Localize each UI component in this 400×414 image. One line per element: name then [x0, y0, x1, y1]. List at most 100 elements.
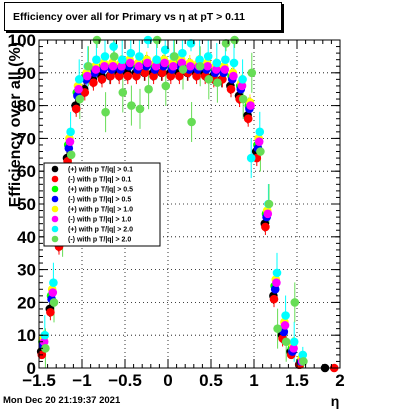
data-point: [91, 65, 101, 74]
data-point: [100, 61, 109, 71]
legend-marker: [51, 195, 59, 203]
data-point: [192, 71, 201, 81]
y-tick-label: 20: [17, 293, 36, 312]
data-point: [247, 68, 257, 78]
data-point: [263, 209, 273, 219]
data-point: [71, 104, 81, 114]
data-point: [195, 61, 205, 71]
y-axis-label: Efficiency over all (%): [7, 42, 24, 207]
data-point: [74, 75, 84, 84]
y-tick-label: 10: [17, 326, 36, 345]
data-point: [203, 52, 213, 61]
data-point: [118, 88, 128, 97]
data-point: [46, 307, 55, 317]
data-point: [256, 147, 265, 156]
data-point: [92, 55, 101, 64]
legend-marker: [51, 175, 59, 183]
data-point: [255, 127, 265, 137]
data-point: [66, 127, 75, 137]
data-point: [204, 75, 214, 84]
x-tick-label: 0: [163, 371, 172, 390]
data-point: [109, 42, 118, 51]
data-point: [270, 284, 280, 294]
data-point: [170, 52, 179, 61]
data-point: [238, 75, 247, 84]
data-point: [39, 337, 49, 347]
data-point: [289, 337, 299, 347]
data-point: [66, 150, 76, 160]
data-point: [65, 137, 75, 146]
y-tick-label: 100: [8, 31, 36, 50]
data-point: [135, 52, 144, 61]
x-tick-label: 0.5: [199, 371, 223, 390]
x-tick-label: 2: [335, 371, 344, 390]
data-point: [48, 288, 58, 297]
data-point: [168, 61, 178, 71]
data-point: [108, 61, 118, 71]
x-tick-label: −0.5: [108, 371, 142, 390]
legend-label: (-) with p T/|q| > 2.0: [68, 237, 131, 244]
data-point: [143, 58, 152, 68]
data-point: [220, 65, 230, 74]
data-point: [243, 114, 253, 124]
x-tick-label: −1: [72, 371, 91, 390]
legend-marker: [51, 215, 59, 223]
data-point: [298, 350, 308, 360]
data-point: [186, 61, 195, 71]
data-point: [166, 71, 176, 81]
legend-label: (-) with p T/|q| > 0.5: [68, 197, 131, 204]
axis-ticks: [38, 39, 341, 369]
y-tick-label: 40: [17, 228, 36, 247]
data-point: [212, 58, 222, 68]
legend-box: [43, 162, 161, 247]
data-point: [237, 81, 247, 91]
legend-label: (+) with p T/|q| > 0.5: [68, 187, 133, 194]
data-point: [272, 278, 281, 288]
y-tick-label: 80: [17, 97, 36, 116]
data-point: [151, 61, 161, 71]
legend-marker: [51, 185, 59, 193]
data-point: [132, 71, 141, 81]
y-tick-label: 50: [17, 195, 36, 214]
data-point: [280, 321, 290, 330]
data-point: [109, 52, 119, 61]
data-point: [254, 137, 264, 146]
data-point: [123, 71, 133, 81]
data-point: [127, 101, 136, 110]
x-axis-label: η: [331, 393, 340, 409]
data-point: [299, 357, 308, 366]
legend-label: (+) with p T/|q| > 1.0: [68, 207, 133, 214]
data-point: [213, 78, 222, 87]
data-point: [125, 58, 135, 68]
data-point: [187, 117, 196, 127]
data-point: [226, 84, 236, 94]
data-point: [178, 48, 187, 58]
x-tick-label: −1.5: [22, 371, 56, 390]
legend-label: (-) with p T/|q| > 1.0: [68, 217, 131, 224]
data-point: [221, 55, 230, 64]
data-point: [100, 52, 110, 61]
legend-label: (-) with p T/|q| > 0.1: [68, 177, 131, 184]
legend-label: (+) with p T/|q| > 0.1: [68, 167, 133, 174]
data-point: [82, 71, 92, 81]
data-point: [152, 55, 161, 64]
data-point: [281, 337, 291, 347]
data-point: [238, 94, 248, 104]
y-tick-label: 60: [17, 162, 36, 181]
data-point: [84, 61, 93, 71]
data-point: [175, 71, 184, 81]
data-point: [261, 222, 270, 232]
data-point: [229, 71, 238, 81]
legend-marker: [51, 165, 59, 173]
data-point: [160, 58, 169, 68]
data-point: [126, 48, 136, 58]
data-point: [246, 153, 256, 163]
data-point: [246, 101, 255, 110]
data-point: [195, 55, 204, 64]
data-point: [41, 344, 50, 353]
data-point: [264, 199, 274, 209]
data-point: [203, 61, 212, 71]
data-point: [229, 58, 239, 68]
